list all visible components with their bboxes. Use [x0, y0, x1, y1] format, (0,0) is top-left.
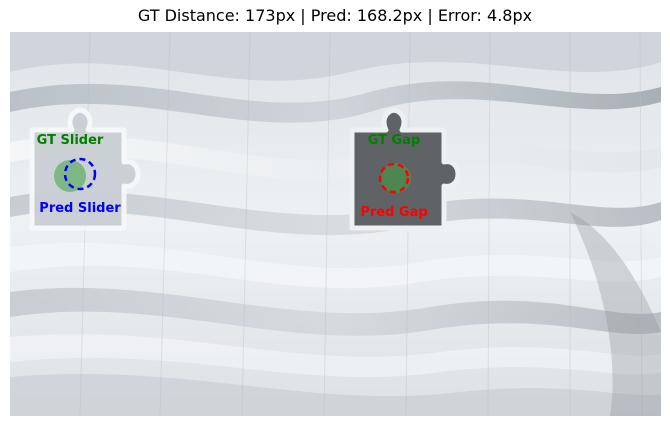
pred-gap-label: Pred Gap — [360, 205, 428, 220]
gt-gap-label: GT Gap — [367, 133, 421, 148]
pred-slider-marker — [63, 157, 97, 191]
pred-slider-label: Pred Slider — [39, 201, 121, 216]
pred-gap-marker — [378, 162, 410, 194]
captcha-background — [10, 32, 661, 416]
figure-title: GT Distance: 173px | Pred: 168.2px | Err… — [137, 6, 533, 25]
captcha-image: GT Slider Pred Slider GT Gap Pred Gap — [10, 32, 661, 416]
gt-slider-marker — [54, 160, 86, 192]
gt-gap-marker — [381, 163, 411, 193]
gt-slider-label: GT Slider — [36, 133, 104, 148]
puzzle-piece-icon[interactable] — [29, 107, 141, 231]
